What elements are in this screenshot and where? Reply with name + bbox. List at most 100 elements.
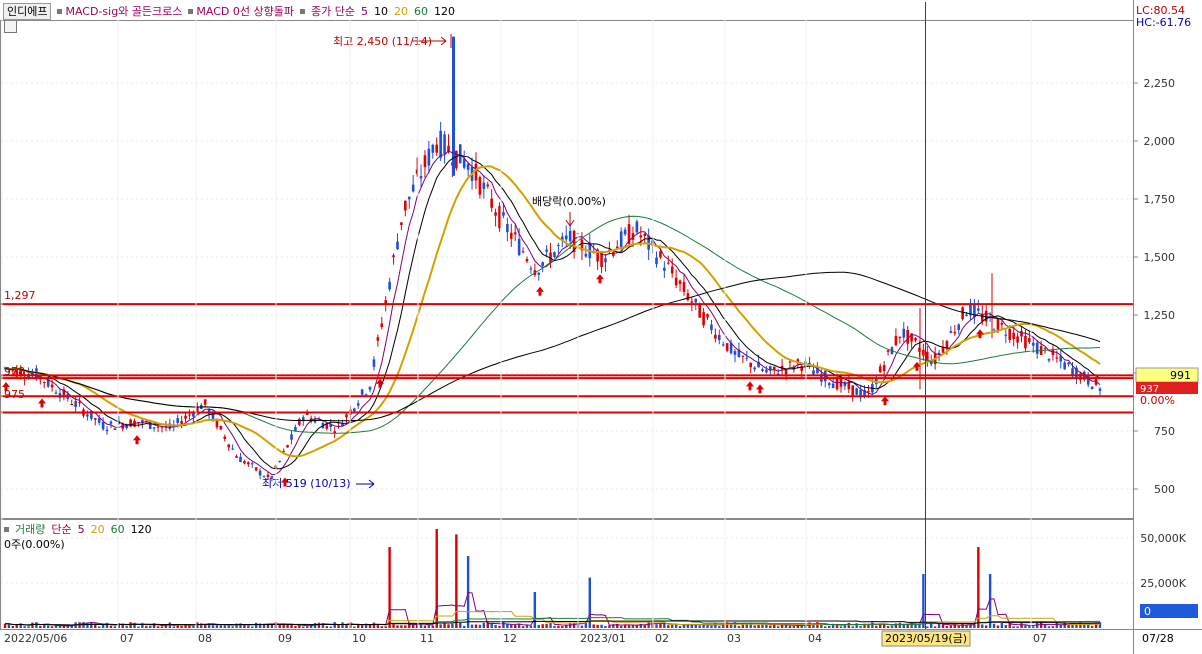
- volume-legend[interactable]: 거래량 단순 5 20 60 120: [0, 521, 158, 537]
- volume-bar: [90, 622, 93, 628]
- candle-body: [502, 212, 505, 216]
- candle-body: [360, 389, 364, 395]
- volume-bar: [211, 625, 215, 628]
- candle-body: [604, 258, 607, 263]
- candle-body: [203, 399, 207, 405]
- x-tick-label: 03: [727, 632, 741, 645]
- candle-body: [698, 303, 701, 318]
- candle-body: [455, 150, 458, 169]
- current-price-text: 991: [1170, 369, 1191, 382]
- volume-bar: [855, 623, 858, 628]
- volume-bar: [977, 547, 980, 628]
- volume-bar: [400, 625, 403, 628]
- volume-bar: [714, 622, 717, 628]
- volume-bar: [172, 626, 175, 628]
- volume-bar: [945, 625, 949, 628]
- volume-bar: [525, 625, 529, 628]
- candle-body: [718, 335, 721, 340]
- candle-body: [765, 369, 768, 373]
- volume-bar: [66, 625, 69, 628]
- candle-body: [364, 394, 368, 396]
- volume-bar: [875, 625, 878, 628]
- candle-body: [258, 470, 262, 476]
- volume-bar: [286, 624, 289, 628]
- volume-bar: [39, 625, 42, 628]
- volume-bar: [459, 622, 462, 628]
- volume-bar: [608, 625, 611, 628]
- candle-body: [278, 460, 282, 462]
- volume-bar: [631, 625, 635, 628]
- candle-body: [482, 182, 486, 190]
- volume-bar: [321, 622, 325, 628]
- volume-bar: [1020, 623, 1023, 628]
- hline-label-1297: 1,297: [4, 289, 36, 302]
- candle-body: [1051, 350, 1055, 356]
- volume-bar: [906, 624, 909, 628]
- candle-body: [1000, 322, 1004, 325]
- candle-body: [1028, 338, 1031, 343]
- volume-bar: [918, 624, 921, 628]
- volume-bar: [423, 625, 427, 628]
- candle-body: [239, 456, 242, 463]
- volume-bar: [600, 624, 603, 628]
- candle-body: [761, 369, 764, 371]
- candle-body: [247, 462, 250, 465]
- price-grid: [1, 82, 1133, 490]
- volume-bar: [537, 624, 540, 628]
- indicator-macd-zero-cross[interactable]: MACD 0선 상향돌파: [188, 3, 294, 19]
- volume-bar: [231, 626, 234, 628]
- volume-bar: [722, 623, 725, 628]
- candle-body: [419, 176, 423, 179]
- buy-signal-icon: [38, 398, 46, 408]
- candle-body: [557, 244, 560, 246]
- candle-body: [227, 444, 231, 448]
- candle-body: [812, 370, 815, 375]
- candle-body: [388, 281, 391, 290]
- volume-bar: [953, 624, 956, 628]
- candle-body: [486, 184, 490, 187]
- volume-bar: [353, 626, 356, 628]
- candle-body: [447, 145, 450, 153]
- candle-body: [474, 163, 478, 181]
- volume-bar: [3, 623, 7, 628]
- candle-body: [341, 423, 344, 427]
- candle-body: [1079, 373, 1082, 380]
- volume-bar: [58, 625, 62, 628]
- volume-bar: [965, 625, 968, 628]
- candle-body: [663, 267, 666, 271]
- volume-bar: [882, 623, 886, 628]
- volume-bar: [227, 625, 230, 628]
- volume-bar: [325, 626, 329, 628]
- candle-body: [372, 359, 376, 367]
- candle-body: [816, 366, 819, 374]
- volume-bar: [94, 623, 97, 628]
- square-icon: [57, 8, 63, 14]
- volume-bar: [207, 623, 211, 628]
- volume-bar: [46, 625, 50, 628]
- volume-bar: [1059, 624, 1062, 628]
- volume-bar: [478, 624, 482, 628]
- candle-body: [196, 406, 199, 413]
- candle-body: [894, 335, 898, 346]
- volume-bar: [156, 626, 160, 628]
- dividend-arrow-icon: [565, 212, 575, 227]
- price-tick-label: 500: [1154, 483, 1175, 496]
- candle-body: [133, 420, 136, 427]
- candle-body: [141, 420, 144, 424]
- volume-bar: [671, 623, 674, 628]
- indicator-macd-sig-golden-cross[interactable]: MACD-sig와 골든크로스: [57, 3, 182, 19]
- candle-body: [910, 333, 913, 342]
- volume-bar: [329, 626, 332, 628]
- candle-body: [411, 184, 415, 192]
- volume-bar: [270, 624, 274, 628]
- candle-body: [886, 350, 890, 352]
- volume-bar: [733, 622, 737, 628]
- symbol-button[interactable]: 인디에프: [3, 2, 52, 20]
- ma-legend[interactable]: 종가 단순 5 10 20 60 120: [300, 3, 461, 19]
- volume-bar: [380, 626, 383, 628]
- volume-bar: [690, 624, 694, 628]
- volume-bar: [1047, 626, 1051, 628]
- candle-body: [600, 253, 603, 267]
- candle-body: [294, 427, 297, 432]
